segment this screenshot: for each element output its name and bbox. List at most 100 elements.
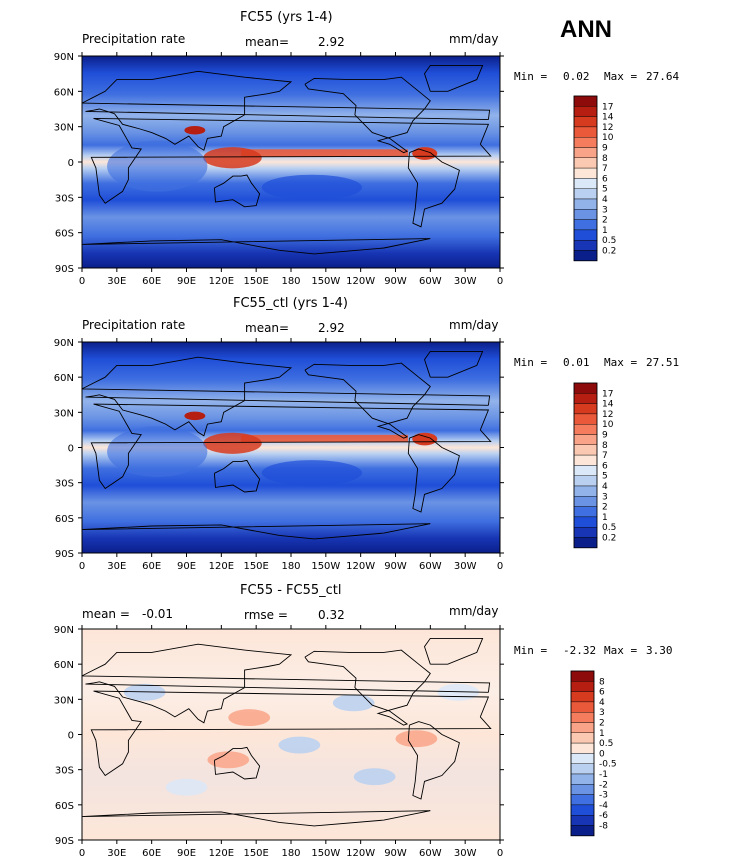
panel3-rmse-label: rmse = xyxy=(244,608,288,622)
colorbar-label: -1 xyxy=(599,770,608,780)
lon-tick-label: 90E xyxy=(177,848,196,859)
panel3-title: FC55 - FC55_ctl xyxy=(240,583,342,598)
itcz-band xyxy=(240,149,409,157)
coastline xyxy=(407,721,460,800)
coastline xyxy=(213,459,261,493)
coastline xyxy=(81,238,431,255)
colorbar-swatch xyxy=(573,157,598,169)
colorbar-label: 3 xyxy=(602,492,608,502)
panel2-min-value: 0.01 xyxy=(563,356,590,369)
colorbar-swatch xyxy=(573,147,598,159)
panel1-title: FC55 (yrs 1-4) xyxy=(240,10,333,25)
lon-tick-label: 60E xyxy=(142,276,161,287)
colorbar-label: 0.2 xyxy=(602,534,616,544)
lon-tick-label: 90W xyxy=(384,848,407,859)
colorbar-label: 2 xyxy=(602,503,608,513)
colorbar-swatch xyxy=(573,126,598,138)
colorbar-label: 0.5 xyxy=(599,739,613,749)
panel1-min-label: Min = xyxy=(514,70,548,83)
colorbar-swatch xyxy=(573,465,598,476)
colorbar-swatch xyxy=(570,784,595,795)
colorbar-label: 3 xyxy=(599,708,605,718)
lon-tick-label: 30E xyxy=(107,276,126,287)
colorbar-swatch xyxy=(573,424,598,435)
lat-tick-label: 60N xyxy=(54,87,74,98)
colorbar-swatch xyxy=(570,804,595,816)
colorbar-swatch xyxy=(573,496,598,507)
colorbar-label: 14 xyxy=(602,113,614,123)
colorbar-label: 4 xyxy=(599,698,605,708)
lon-tick-label: 60W xyxy=(419,561,442,572)
colorbar-label: 5 xyxy=(602,472,608,482)
lon-tick-label: 120E xyxy=(209,276,234,287)
coastline xyxy=(407,148,460,228)
andes-max xyxy=(412,432,438,446)
colorbar-label: 4 xyxy=(602,195,608,205)
lat-tick-label: 30S xyxy=(55,193,74,204)
colorbar-swatch xyxy=(573,178,598,189)
coastline xyxy=(81,356,491,437)
lon-tick-label: 60W xyxy=(419,848,442,859)
lat-tick-label: 30N xyxy=(54,408,74,419)
lon-tick-label: 0 xyxy=(79,561,85,572)
dry-zone xyxy=(107,426,208,478)
colorbar-swatch xyxy=(573,219,598,231)
lon-tick-label: 120W xyxy=(346,561,375,572)
coastline xyxy=(424,350,484,378)
coastline xyxy=(81,643,491,724)
lat-tick-label: 30S xyxy=(55,766,74,777)
lon-tick-label: 180 xyxy=(281,561,300,572)
lon-tick-label: 150W xyxy=(311,276,340,287)
colorbar-swatch xyxy=(570,815,595,826)
subtropical-dry xyxy=(261,460,363,486)
colorbar-swatch xyxy=(570,691,595,703)
lat-tick-label: 90N xyxy=(54,52,74,63)
map-panel-2: 0 30E 60E 90E 120E 150E 180 150W 120W 90W 60W 30W 09… xyxy=(54,338,616,572)
andes-max xyxy=(412,147,438,160)
colorbar-swatch xyxy=(573,95,598,107)
lon-tick-label: 90W xyxy=(384,276,407,287)
colorbar-label: 0.5 xyxy=(602,236,616,246)
map-panel-1: 0 30E 60E 90E 120E 150E 180 150W 120W 90W 60W 30W 09… xyxy=(54,52,616,287)
lon-tick-label: 30E xyxy=(107,561,126,572)
dry-zone xyxy=(107,140,208,192)
map-panel-3: 0 30E 60E 90E 120E 150E 180 150W 120W 90W 60W 30W 09… xyxy=(54,625,617,859)
colorbar-label: 17 xyxy=(602,102,613,112)
panel1-min-value: 0.02 xyxy=(563,70,590,83)
lon-tick-label: 180 xyxy=(281,848,300,859)
panel3-min-label: Min = xyxy=(514,644,548,657)
lon-tick-label: 120E xyxy=(209,561,234,572)
lon-tick-label: 30W xyxy=(454,848,477,859)
anomaly-blob xyxy=(332,694,375,712)
coastline xyxy=(304,362,431,439)
colorbar-swatch xyxy=(573,454,598,466)
colorbar-label: -2 xyxy=(599,780,608,790)
monsoon-max xyxy=(184,411,206,421)
panel2-units: mm/day xyxy=(449,318,499,332)
colorbar-swatch xyxy=(570,763,595,775)
lat-tick-label: 60N xyxy=(54,373,74,384)
anomaly-blob xyxy=(395,730,438,748)
monsoon-max xyxy=(184,125,206,135)
panel1-units: mm/day xyxy=(449,32,499,46)
lon-tick-label: 90W xyxy=(384,561,407,572)
lat-tick-label: 60S xyxy=(55,514,74,525)
coastline xyxy=(81,70,491,151)
lon-tick-label: 150E xyxy=(243,848,268,859)
lon-tick-label: 0 xyxy=(79,848,85,859)
lat-tick-label: 90S xyxy=(55,836,74,847)
colorbar-swatch xyxy=(570,794,595,806)
colorbar-label: 7 xyxy=(602,451,608,461)
lat-tick-label: 30S xyxy=(55,479,74,490)
anomaly-blob xyxy=(165,778,208,796)
colorbar-label: -3 xyxy=(599,791,608,801)
colorbar-swatch xyxy=(573,167,598,179)
season-label: ANN xyxy=(560,16,612,43)
map-field-background xyxy=(82,629,500,840)
anomaly-blob xyxy=(207,751,250,769)
colorbar-label: -4 xyxy=(599,801,608,811)
